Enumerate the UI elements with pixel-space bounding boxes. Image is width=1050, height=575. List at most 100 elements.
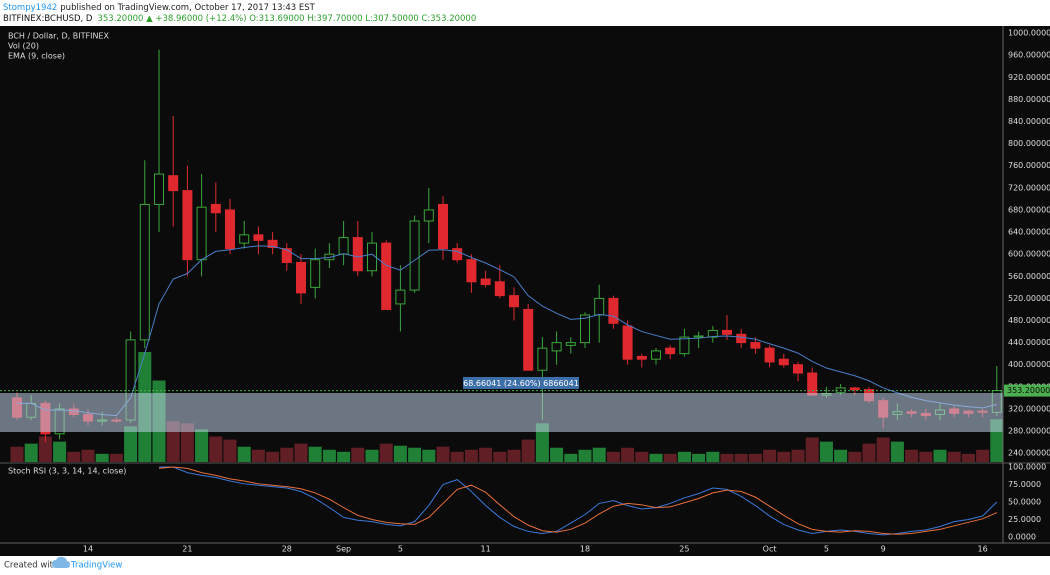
volume-bar	[706, 451, 720, 462]
measure-label: 68.66041 (24.60%) 6866041	[463, 379, 579, 388]
volume-bar	[408, 447, 422, 462]
volume-bar	[493, 451, 507, 462]
x-tick-label: 21	[182, 545, 192, 554]
candle-body	[352, 237, 363, 272]
volume-bar	[777, 451, 791, 462]
legend-entry: Vol (20)	[8, 42, 39, 51]
candle-body	[651, 350, 661, 360]
candle-body	[139, 203, 150, 341]
candle-body	[736, 333, 747, 344]
volume-bar	[95, 453, 109, 462]
brand-logo[interactable]	[52, 556, 70, 568]
candle-body	[168, 175, 179, 192]
candle-body	[580, 314, 590, 344]
symbol-line: BITFINEX:BCHUSD, D 353.20000 ▲ +38.96000 …	[3, 14, 476, 24]
candle-body	[494, 281, 505, 297]
candle-body	[807, 372, 818, 396]
footer-brand[interactable]: TradingView	[70, 561, 122, 571]
volume-bar	[876, 437, 890, 462]
y-tick-label: 680.000000	[1008, 205, 1050, 214]
volume-bar	[223, 439, 237, 462]
y-tick-label: 720.000000	[1008, 183, 1050, 192]
candle-body	[296, 261, 306, 294]
x-tick-label: Sep	[336, 545, 351, 554]
volume-bar	[507, 449, 521, 462]
volume-bar	[322, 449, 336, 462]
candle-body	[466, 259, 477, 283]
candle-body	[253, 234, 264, 241]
x-tick-label: 9	[881, 545, 886, 554]
volume-bar	[649, 453, 663, 462]
candle-body	[210, 203, 221, 214]
symbol: BITFINEX:BCHUSD, D	[3, 14, 93, 24]
y-tick-label: 75.0000	[1008, 480, 1041, 489]
candle-body	[523, 308, 534, 371]
candle-body	[636, 355, 647, 360]
y-tick-label: 920.000000	[1008, 73, 1050, 82]
candle-body	[367, 242, 377, 272]
candle-body	[722, 329, 732, 335]
legend-entry: EMA (9, close)	[8, 52, 65, 61]
candle-body	[509, 295, 519, 308]
volume-bar	[53, 441, 67, 462]
stoch-line	[159, 466, 998, 536]
volume-bar	[933, 449, 947, 462]
candle-body	[764, 347, 775, 363]
volume-bar	[337, 451, 351, 462]
volume-bar	[24, 443, 38, 462]
volume-bar	[393, 445, 407, 462]
x-tick-label: Oct	[763, 545, 777, 554]
volume-bar	[677, 451, 691, 462]
x-tick-label: 11	[481, 545, 491, 554]
last-price-box	[1004, 384, 1050, 397]
candle-body	[225, 209, 235, 250]
volume-bar	[10, 446, 24, 462]
y-tick-label: 760.000000	[1008, 161, 1050, 170]
y-tick-label: 960.000000	[1008, 51, 1050, 60]
volume-bar	[592, 447, 606, 462]
y-tick-label: 320.000000	[1008, 404, 1050, 413]
volume-bar	[919, 451, 933, 462]
y-tick-label: 1000.000000	[1008, 29, 1050, 38]
volume-bar	[422, 449, 436, 462]
candle-body	[707, 329, 718, 338]
candle-body	[665, 347, 676, 355]
volume-bar	[578, 449, 592, 462]
candle-body	[793, 364, 803, 374]
measure-label-box	[463, 377, 579, 389]
candle-body	[154, 173, 164, 205]
candle-body	[338, 237, 349, 255]
x-tick-label: 14	[83, 545, 93, 554]
y-tick-label: 560.000000	[1008, 272, 1050, 281]
volume-bar	[308, 446, 322, 462]
volume-bar	[663, 453, 677, 462]
candle-body	[239, 234, 250, 244]
last-price-label: 353.20000	[1007, 386, 1050, 395]
y-tick-label: 0.0000	[1008, 533, 1036, 542]
y-tick-label: 520.000000	[1008, 294, 1050, 303]
ema-line	[17, 245, 997, 417]
volume-bar	[209, 436, 223, 462]
stoch-line	[158, 466, 998, 535]
volume-bar	[734, 453, 748, 462]
y-tick-label: 800.000000	[1008, 139, 1050, 148]
candle-body	[182, 190, 193, 261]
author[interactable]: Stompy1942	[3, 3, 57, 13]
x-tick-label: 16	[978, 545, 988, 554]
candle-body	[452, 248, 463, 261]
x-tick-label: 18	[580, 545, 590, 554]
volume-bar	[834, 449, 848, 462]
volume-bar	[81, 449, 95, 462]
volume-bar	[720, 453, 734, 462]
candle-body	[608, 297, 619, 324]
candle-body	[409, 220, 420, 291]
candle-body	[395, 289, 406, 305]
candle-body	[324, 253, 335, 261]
candle-body	[849, 387, 860, 391]
candle-body	[551, 342, 562, 352]
volume-bar	[379, 443, 393, 462]
candle-body	[196, 206, 207, 261]
y-tick-label: 480.000000	[1008, 316, 1050, 325]
volume-bar	[635, 451, 649, 462]
